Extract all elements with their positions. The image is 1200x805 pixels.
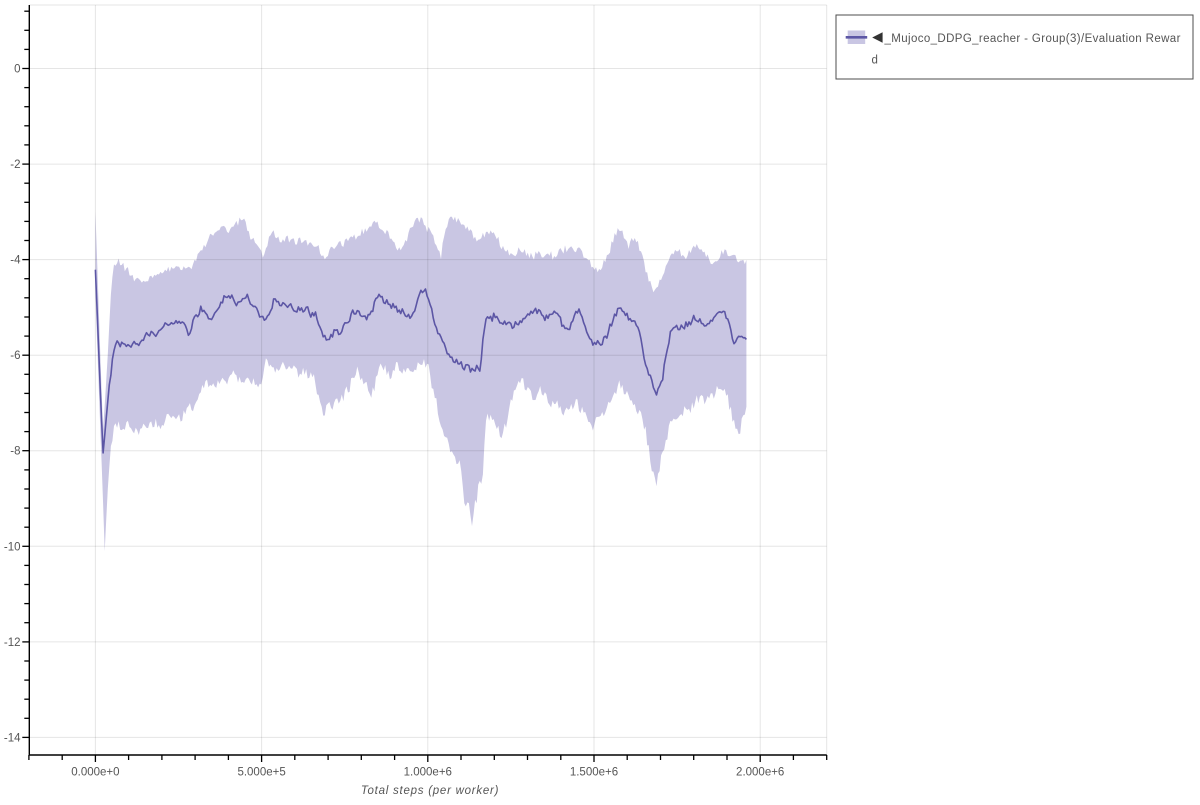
svg-text:-8: -8	[10, 446, 20, 458]
svg-text:-2: -2	[10, 159, 20, 171]
svg-text:5.000e+5: 5.000e+5	[237, 767, 285, 779]
svg-text:1.000e+6: 1.000e+6	[404, 767, 452, 779]
svg-text:-6: -6	[10, 350, 20, 362]
svg-text:0: 0	[14, 64, 20, 76]
svg-text:_Mujoco_DDPG_reacher - Group(3: _Mujoco_DDPG_reacher - Group(3)/Evaluati…	[884, 33, 1181, 45]
svg-text:Total steps (per worker): Total steps (per worker)	[361, 785, 499, 797]
svg-text:-12: -12	[4, 637, 21, 649]
svg-text:d: d	[872, 55, 878, 67]
svg-text:1.500e+6: 1.500e+6	[570, 767, 618, 779]
svg-text:-4: -4	[10, 255, 21, 267]
svg-text:2.000e+6: 2.000e+6	[736, 767, 784, 779]
svg-text:-10: -10	[4, 541, 21, 553]
svg-text:-14: -14	[4, 732, 21, 744]
svg-text:0.000e+0: 0.000e+0	[71, 767, 119, 779]
